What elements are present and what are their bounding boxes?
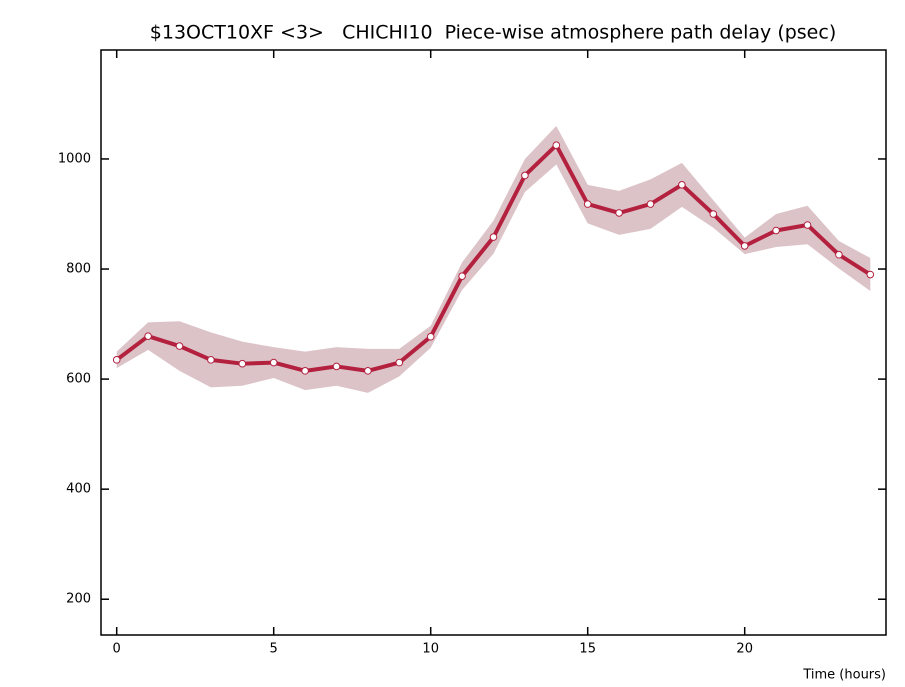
data-point	[583, 200, 592, 208]
data-point	[552, 141, 561, 150]
y-tick-label: 800	[66, 262, 91, 277]
data-point	[332, 362, 341, 371]
data-point	[709, 210, 718, 218]
x-tick-label: 20	[736, 642, 753, 657]
x-tick-label: 15	[579, 642, 596, 657]
y-tick-label: 400	[66, 482, 91, 497]
data-point	[803, 221, 812, 229]
data-point	[489, 233, 498, 241]
data-point	[458, 272, 466, 280]
data-line	[115, 143, 872, 373]
data-point	[364, 367, 372, 375]
data-point	[646, 200, 655, 208]
data-point	[238, 359, 247, 368]
data-point	[301, 367, 309, 375]
data-point	[395, 358, 404, 367]
x-tick-label: 5	[270, 642, 278, 657]
data-point	[207, 356, 215, 364]
data-point	[144, 332, 152, 340]
data-point	[175, 342, 184, 350]
data-point	[269, 358, 278, 367]
data-point	[835, 250, 843, 259]
x-axis-label: Time (hours)	[802, 668, 886, 683]
error-band	[116, 125, 871, 393]
data-point	[678, 181, 686, 189]
chart-title: $13OCT10XF <3> CHICHI10 Piece-wise atmos…	[150, 22, 836, 44]
y-tick-label: 600	[66, 372, 91, 387]
data-point	[740, 242, 749, 250]
x-tick-label: 0	[113, 642, 121, 657]
data-point	[426, 332, 435, 341]
data-point	[772, 226, 780, 235]
data-point	[112, 356, 121, 364]
x-tick-label: 10	[422, 642, 439, 657]
data-point	[615, 209, 623, 217]
y-tick-label: 1000	[58, 151, 91, 166]
plot-frame	[100, 49, 887, 636]
data-point	[866, 270, 875, 279]
y-tick-label: 200	[66, 592, 91, 607]
data-point	[521, 171, 529, 180]
